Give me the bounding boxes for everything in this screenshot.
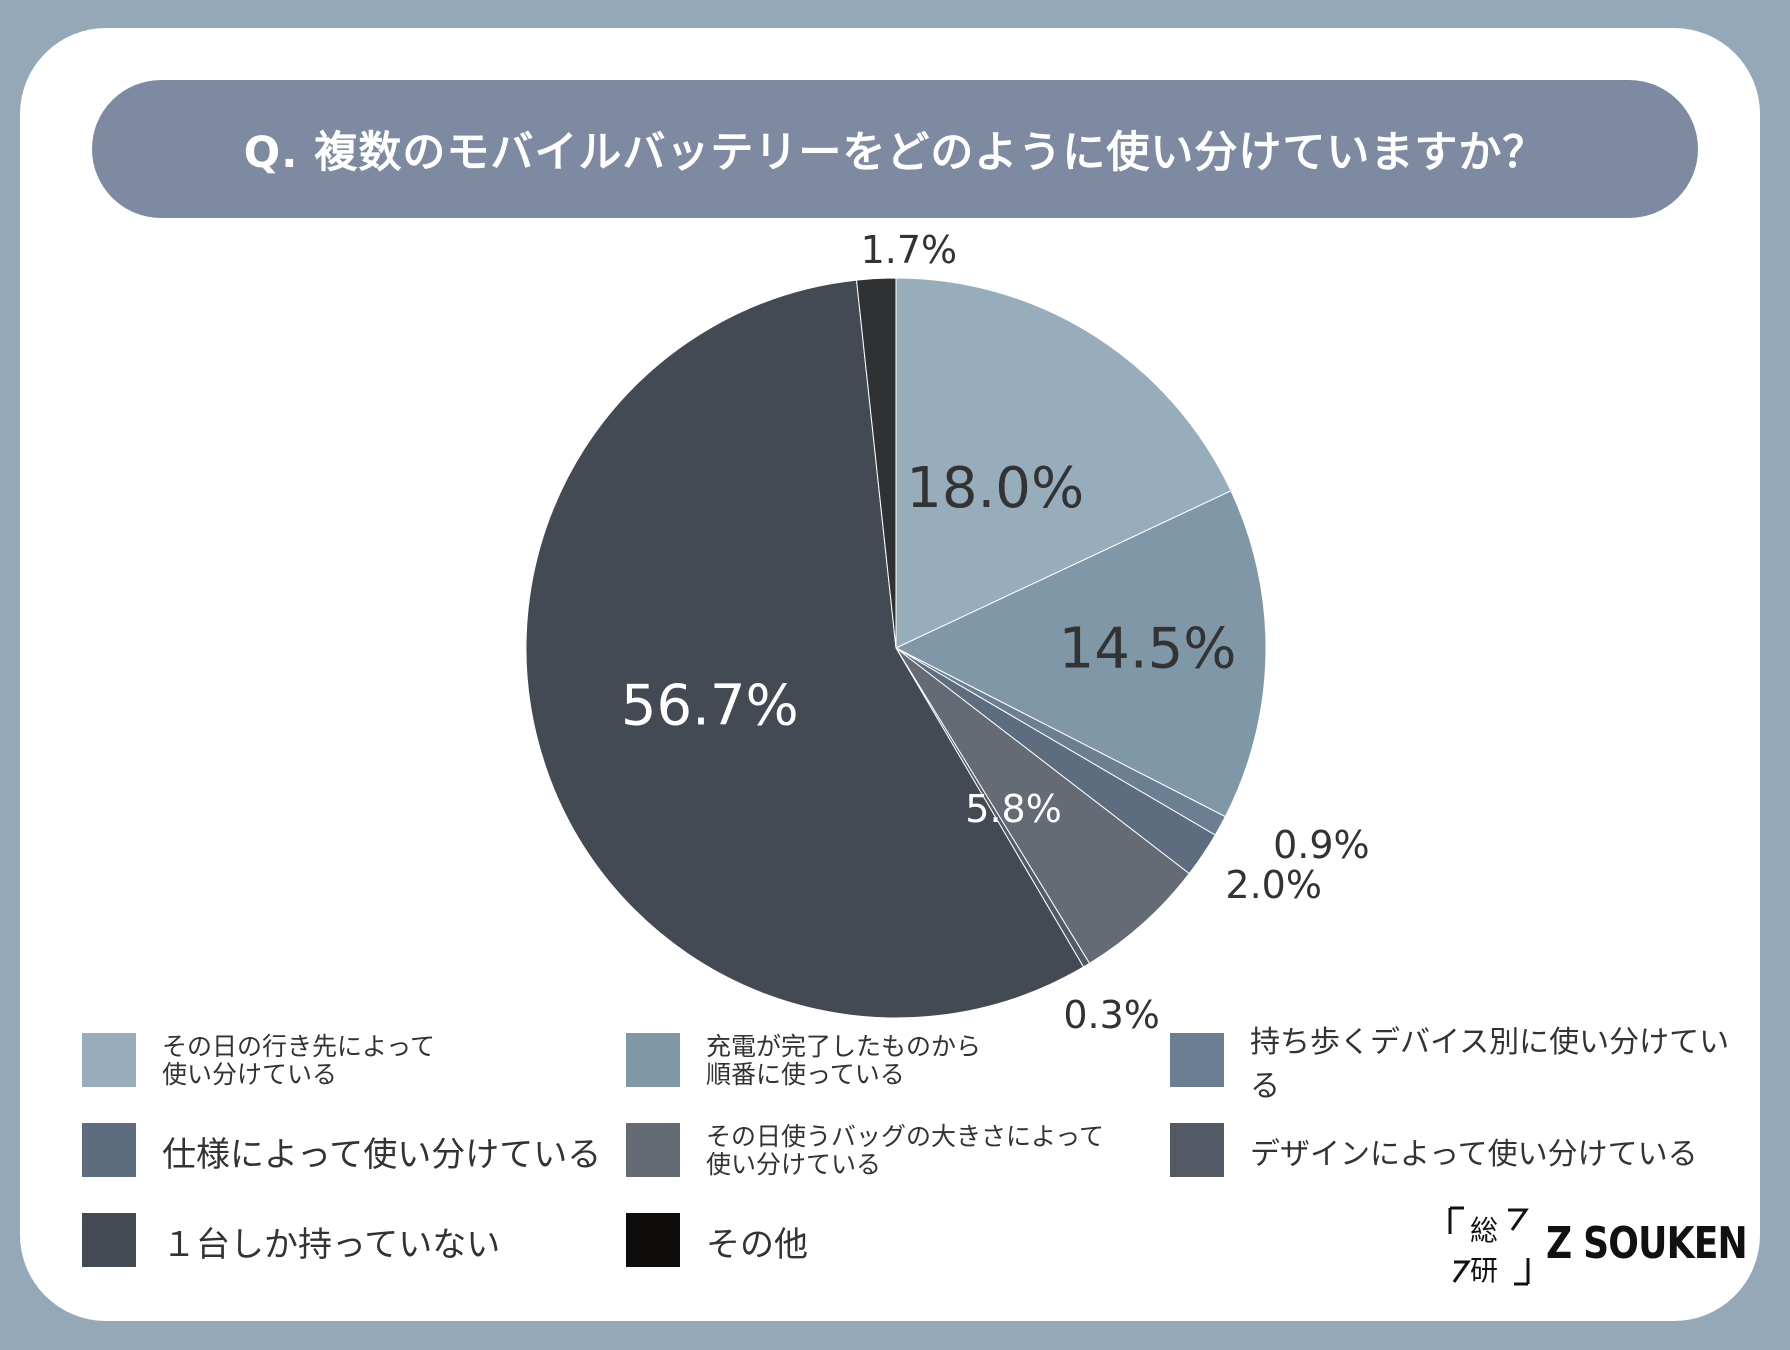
pie-slice-label: 1.7%	[861, 228, 958, 272]
legend-label: その日使うバッグの大きさによって 使い分けている	[706, 1122, 1105, 1179]
legend-item: デザインによって使い分けている	[1170, 1123, 1730, 1179]
legend-swatch	[1170, 1033, 1224, 1087]
legend-swatch	[626, 1033, 680, 1087]
legend-label: １台しか持っていない	[162, 1224, 501, 1265]
legend-item: 持ち歩くデバイス別に使い分けている	[1170, 1025, 1730, 1104]
title-bar: Q. 複数のモバイルバッテリーをどのように使い分けていますか？	[92, 80, 1698, 218]
pie-slice-label: 0.3%	[1063, 993, 1160, 1037]
pie-slice-label: 14.5%	[1059, 616, 1237, 681]
pie-labels: 18.0% 14.5% 0.9%2.0% 5.8% 0.3% 56.7% 1.7%	[621, 228, 1370, 1037]
legend-label: 充電が完了したものから 順番に使っている	[706, 1032, 982, 1089]
logo-text: Z SOUKEN	[1546, 1218, 1748, 1269]
logo-mark: 総 研	[1448, 1206, 1530, 1287]
pie-slice	[894, 490, 1267, 818]
legend-swatch	[626, 1123, 680, 1177]
pie-slice-label: 0.9%	[1273, 823, 1370, 867]
pie-slices	[525, 277, 1267, 1019]
legend-swatch	[82, 1033, 136, 1087]
legend-item: 充電が完了したものから 順番に使っている	[626, 1033, 1146, 1089]
logo-kanji-bottom: 研	[1470, 1254, 1498, 1287]
legend-item: １台しか持っていない	[82, 1213, 602, 1269]
legend-item: その他	[626, 1213, 1146, 1269]
legend-label: その他	[706, 1224, 808, 1265]
legend-swatch	[1170, 1123, 1224, 1177]
legend-item: その日の行き先によって 使い分けている	[82, 1033, 602, 1089]
legend-swatch	[82, 1123, 136, 1177]
legend-item: その日使うバッグの大きさによって 使い分けている	[626, 1123, 1146, 1179]
pie-slice-label: 18.0%	[906, 456, 1084, 521]
chart-title: Q. 複数のモバイルバッテリーをどのように使い分けていますか？	[243, 128, 1547, 178]
pie-slice	[855, 277, 897, 649]
pie-slice-label: 5.8%	[965, 787, 1062, 831]
pie-slice-label: 56.7%	[621, 674, 799, 739]
legend-label: 持ち歩くデバイス別に使い分けている	[1250, 1025, 1730, 1104]
legend-swatch	[626, 1213, 680, 1267]
logo: 総 研 Z SOUKEN	[1446, 1204, 1748, 1288]
legend-item: 仕様によって使い分けている	[82, 1123, 602, 1179]
pie-slice	[895, 647, 1190, 965]
pie-slice	[525, 279, 1085, 1019]
legend-label: その日の行き先によって 使い分けている	[162, 1032, 436, 1089]
legend-label: 仕様によって使い分けている	[162, 1134, 602, 1175]
legend-label: デザインによって使い分けている	[1250, 1137, 1698, 1172]
legend-swatch	[82, 1213, 136, 1267]
pie-slice-label: 2.0%	[1225, 863, 1322, 907]
pie-slice	[895, 277, 1232, 649]
logo-kanji-top: 総	[1470, 1214, 1498, 1247]
